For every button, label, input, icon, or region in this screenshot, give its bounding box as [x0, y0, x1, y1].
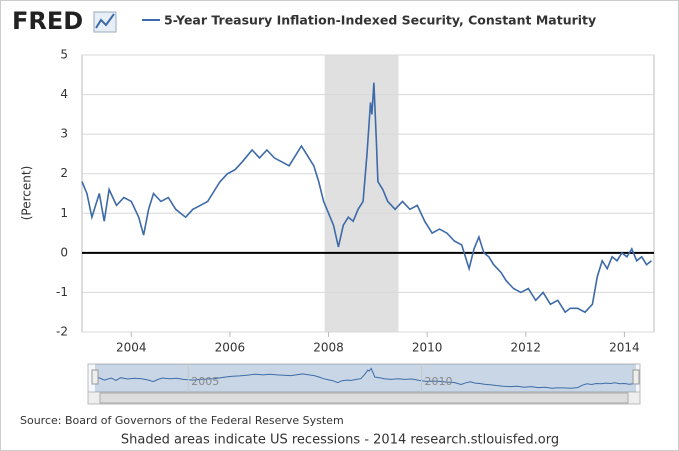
x-tick-label: 2006 — [215, 341, 246, 355]
navigator-label: 2005 — [191, 375, 219, 388]
note: Shaded areas indicate US recessions - 20… — [121, 433, 559, 448]
x-tick-label: 2008 — [313, 341, 344, 355]
navigator-line — [94, 367, 634, 389]
y-tick-label: 4 — [60, 87, 68, 101]
legend-label: 5-Year Treasury Inflation-Indexed Securi… — [164, 13, 596, 28]
logo-icon — [93, 11, 117, 33]
line — [81, 82, 652, 314]
navigator-handle[interactable] — [632, 369, 640, 385]
x-tick-label: 2012 — [511, 341, 542, 355]
y-axis-label: (Percent) — [20, 166, 34, 221]
scrollbar-thumb[interactable] — [99, 392, 629, 404]
source: Source: Board of Governors of the Federa… — [20, 414, 344, 427]
x-tick-label: 2010 — [412, 341, 443, 355]
x-tick-label: 2004 — [116, 341, 147, 355]
y-tick-label: 1 — [60, 206, 68, 220]
y-tick-label: 2 — [60, 166, 68, 180]
navigator-selection — [95, 364, 636, 392]
navigator-handle[interactable] — [91, 369, 99, 385]
recession-band — [324, 55, 399, 332]
y-tick-label: -2 — [56, 325, 68, 339]
logo: FRED — [12, 7, 83, 35]
y-tick-label: 5 — [60, 48, 68, 62]
navigator-label: 2010 — [424, 375, 452, 388]
y-tick-label: 3 — [60, 127, 68, 141]
x-tick-label: 2014 — [609, 341, 640, 355]
y-tick-label: -1 — [56, 285, 68, 299]
y-tick-label: 0 — [60, 245, 68, 259]
